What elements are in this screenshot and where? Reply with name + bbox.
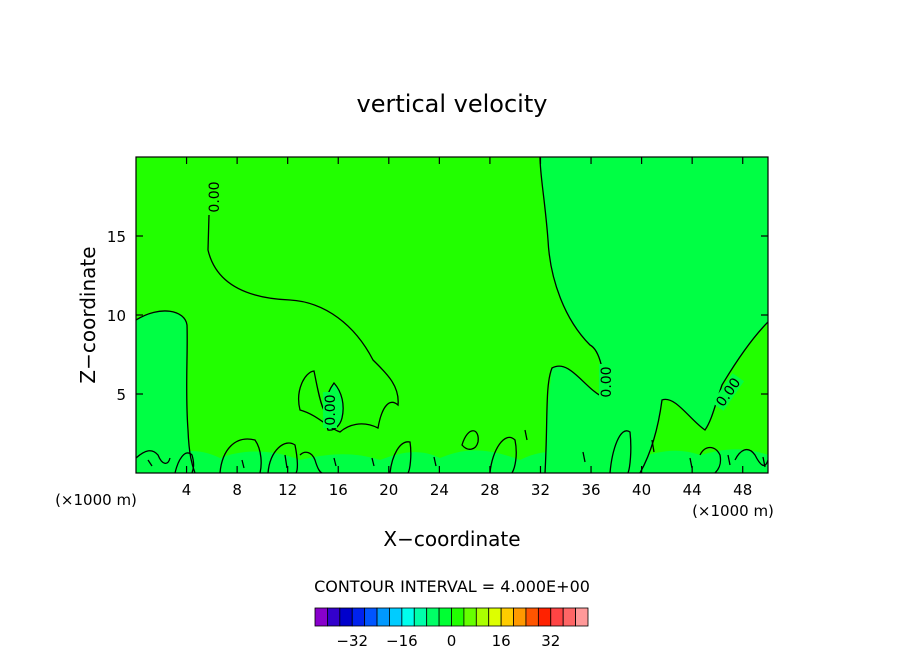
colorbar-swatch-14 — [475, 607, 490, 627]
colorbar-swatch-10 — [426, 607, 440, 627]
contour-line-19 — [284, 454, 288, 469]
x-tick-label-48: 48 — [733, 481, 752, 499]
contour-line-20 — [333, 457, 337, 467]
colorbar-swatch-13 — [463, 607, 477, 627]
contour-label-bg-4 — [711, 373, 745, 411]
colorbar-swatch-9 — [413, 607, 428, 627]
region-near-zero-1 — [136, 310, 195, 473]
x-tick-label-8: 8 — [232, 481, 242, 499]
y-tick-label-5: 5 — [116, 386, 126, 404]
colorbar-swatch-2 — [327, 607, 341, 627]
contour-line-13 — [489, 436, 517, 473]
contour-line-21 — [371, 457, 375, 467]
contour-label-bg-2 — [323, 392, 337, 428]
x-tick-label-12: 12 — [278, 481, 297, 499]
colorbar-label-3: 0 — [447, 632, 457, 650]
x-tick-label-24: 24 — [430, 481, 449, 499]
contour-line-22 — [433, 456, 437, 467]
x-axis-label: X−coordinate — [383, 527, 520, 551]
colorbar-swatch-18 — [525, 607, 539, 627]
contour-line-2 — [207, 214, 399, 433]
colorbar-swatch-5 — [364, 607, 378, 627]
x-unit-right: (×1000 m) — [692, 502, 774, 520]
contour-line-3 — [539, 157, 606, 473]
y-tick-label-10: 10 — [107, 307, 126, 325]
colorbar-swatch-3 — [339, 607, 353, 627]
contour-line-18 — [241, 459, 245, 469]
contour-line-7 — [174, 452, 195, 473]
contour-line-10 — [299, 451, 323, 473]
colorbar-swatch-22 — [575, 607, 589, 627]
colorbar-swatch-16 — [500, 607, 514, 627]
x-tick-label-20: 20 — [379, 481, 398, 499]
contour-label-3: 0.00 — [599, 366, 615, 397]
colorbar-swatch-20 — [550, 607, 564, 627]
colorbar-swatch-11 — [438, 607, 452, 627]
y-tick-label-15: 15 — [107, 228, 126, 246]
contour-line-17 — [147, 459, 153, 467]
x-tick-label-4: 4 — [182, 481, 192, 499]
x-tick-label-36: 36 — [581, 481, 600, 499]
x-tick-label-16: 16 — [329, 481, 348, 499]
colorbar-swatch-1 — [314, 607, 328, 627]
contour-line-24 — [582, 451, 586, 463]
contour-line-11 — [389, 441, 412, 473]
contour-line-23 — [524, 429, 528, 441]
contour-line-8 — [219, 438, 262, 473]
contour-line-15 — [699, 446, 722, 473]
colorbar: −32 −16 0 16 32 — [314, 607, 589, 650]
colorbar-label-4: 16 — [492, 632, 511, 650]
contour-line-4 — [639, 321, 768, 473]
colorbar-swatch-12 — [451, 607, 465, 627]
contour-label-bg-1 — [207, 179, 221, 215]
x-tick-label-44: 44 — [683, 481, 702, 499]
contour-label-2: 0.00 — [323, 394, 339, 425]
contour-interval-label: CONTOUR INTERVAL = 4.000E+00 — [314, 577, 590, 596]
contour-label-1: 0.00 — [207, 181, 223, 212]
contour-line-9 — [267, 442, 299, 473]
x-tick-label-32: 32 — [531, 481, 550, 499]
plot-area: 0.000.000.00 0.00 — [136, 157, 768, 473]
colorbar-label-5: 32 — [541, 632, 560, 650]
chart-title: vertical velocity — [357, 90, 548, 118]
contour-line-6 — [136, 450, 171, 464]
y-axis-label: Z−coordinate — [76, 246, 100, 383]
x-tick-label-28: 28 — [480, 481, 499, 499]
colorbar-label-1: −32 — [336, 632, 368, 650]
colorbar-swatch-4 — [351, 607, 366, 627]
colorbar-swatch-19 — [537, 607, 552, 627]
contour-line-27 — [727, 454, 731, 466]
contour-line-14 — [609, 430, 632, 473]
colorbar-swatch-7 — [389, 607, 403, 627]
contour-label-bg-3 — [599, 364, 613, 400]
contour-line-12 — [461, 430, 479, 450]
colorbar-swatch-15 — [488, 607, 502, 627]
contour-line-25 — [651, 439, 655, 453]
contour-line-28 — [762, 456, 766, 468]
colorbar-label-2: −16 — [386, 632, 418, 650]
colorbar-swatch-8 — [401, 607, 415, 627]
x-tick-label-40: 40 — [632, 481, 651, 499]
colorbar-swatch-6 — [376, 607, 390, 627]
colorbar-swatch-17 — [513, 607, 527, 627]
x-unit-left: (×1000 m) — [55, 491, 137, 509]
colorbar-swatch-21 — [562, 607, 576, 627]
